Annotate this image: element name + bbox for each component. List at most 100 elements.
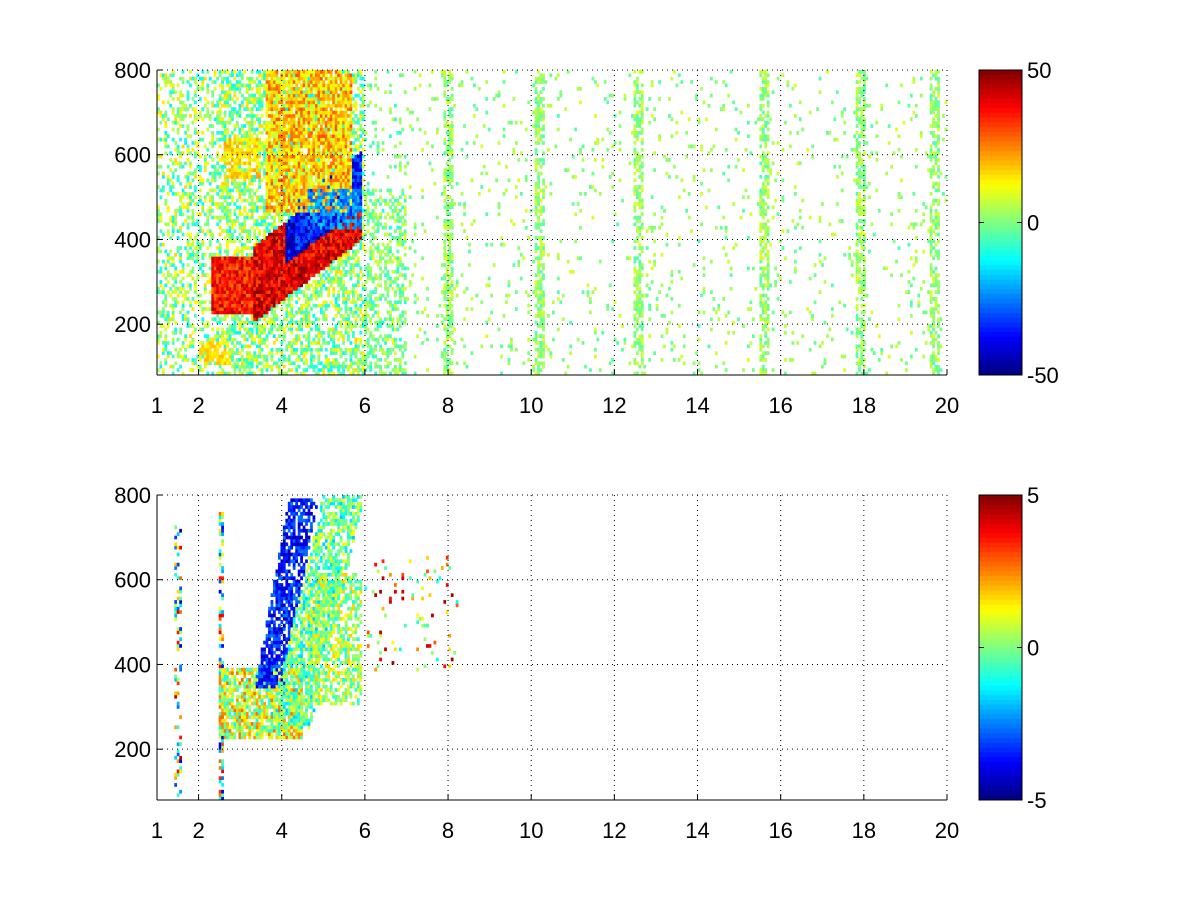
- heatmap-cell: [310, 259, 313, 264]
- heatmap-cell: [245, 131, 249, 135]
- heatmap-cell: [366, 212, 370, 217]
- heatmap-cell: [273, 239, 276, 244]
- heatmap-cell: [216, 222, 220, 227]
- heatmap-cell: [223, 310, 227, 315]
- heatmap-cell: [189, 344, 192, 349]
- heatmap-cell: [231, 70, 234, 74]
- heatmap-cell: [157, 341, 160, 345]
- heatmap-cell: [354, 219, 358, 223]
- heatmap-cell: [347, 134, 350, 139]
- heatmap-cell: [349, 110, 353, 115]
- heatmap-cell: [216, 168, 220, 172]
- heatmap-cell: [270, 358, 274, 362]
- heatmap-cell: [312, 249, 316, 254]
- heatmap-cell: [337, 307, 340, 311]
- heatmap-cell: [292, 151, 296, 156]
- heatmap-cell: [310, 253, 313, 257]
- heatmap-cell: [322, 141, 326, 145]
- heatmap-cell: [240, 364, 244, 369]
- heatmap-cell: [280, 280, 284, 284]
- heatmap-cell: [295, 205, 299, 210]
- heatmap-cell: [211, 175, 215, 179]
- heatmap-cell: [315, 205, 318, 210]
- heatmap-cell: [253, 202, 257, 206]
- heatmap-cell: [280, 290, 284, 294]
- heatmap-cell: [327, 93, 331, 98]
- heatmap-cell: [359, 293, 363, 298]
- heatmap-cell: [250, 202, 254, 206]
- heatmap-cell: [290, 202, 294, 206]
- heatmap-cell: [265, 266, 269, 271]
- heatmap-cell: [361, 320, 365, 325]
- heatmap-cell: [354, 229, 358, 233]
- heatmap-cell: [263, 239, 266, 244]
- heatmap-cell: [270, 320, 274, 325]
- heatmap-cell: [223, 97, 227, 101]
- heatmap-cell: [339, 246, 343, 250]
- heatmap-cell: [297, 158, 301, 162]
- heatmap-cell: [174, 120, 178, 125]
- heatmap-cell: [196, 131, 200, 135]
- heatmap-cell: [226, 151, 229, 156]
- heatmap-cell: [347, 236, 350, 240]
- heatmap-cell: [352, 266, 355, 271]
- heatmap-cell: [258, 351, 261, 355]
- heatmap-cell: [315, 103, 318, 108]
- heatmap-cell: [268, 236, 271, 240]
- heatmap-cell: [203, 195, 207, 200]
- heatmap-cell: [315, 208, 318, 213]
- heatmap-cell: [240, 93, 244, 98]
- heatmap-cell: [347, 293, 350, 298]
- heatmap-cell: [211, 208, 215, 213]
- heatmap-cell: [260, 131, 264, 135]
- heatmap-cell: [337, 83, 340, 88]
- heatmap-cell: [310, 256, 313, 261]
- heatmap-cell: [322, 137, 326, 142]
- heatmap-cell: [285, 310, 289, 315]
- heatmap-cell: [339, 202, 343, 206]
- heatmap-cell: [315, 110, 318, 115]
- heatmap-cell: [268, 127, 271, 132]
- heatmap-cell: [297, 192, 301, 196]
- heatmap-cell: [354, 80, 358, 84]
- heatmap-cell: [174, 303, 178, 308]
- heatmap-cell: [255, 256, 259, 261]
- heatmap-cell: [342, 141, 345, 145]
- heatmap-cell: [223, 205, 227, 210]
- heatmap-cell: [300, 73, 303, 78]
- heatmap-cell: [282, 147, 286, 152]
- heatmap-cell: [216, 117, 220, 122]
- heatmap-cell: [221, 351, 224, 355]
- heatmap-cell: [300, 175, 303, 179]
- heatmap-cell: [337, 151, 340, 156]
- heatmap-cell: [317, 215, 321, 220]
- heatmap-cell: [263, 283, 266, 288]
- heatmap-cell: [300, 290, 303, 294]
- heatmap-cell: [322, 151, 326, 156]
- heatmap-cell: [300, 188, 303, 193]
- heatmap-cell: [213, 297, 217, 301]
- heatmap-cell: [359, 341, 363, 345]
- heatmap-cell: [342, 120, 345, 125]
- heatmap-cell: [258, 293, 261, 298]
- heatmap-cell: [275, 263, 279, 267]
- heatmap-cell: [317, 236, 321, 240]
- heatmap-cell: [240, 273, 244, 278]
- heatmap-cell: [273, 154, 276, 159]
- heatmap-cell: [265, 103, 269, 108]
- heatmap-cell: [344, 327, 348, 332]
- heatmap-cell: [250, 107, 254, 111]
- heatmap-cell: [302, 371, 306, 376]
- heatmap-cell: [302, 347, 306, 352]
- heatmap-cell: [258, 86, 261, 91]
- heatmap-cell: [194, 259, 197, 264]
- heatmap-cell: [255, 114, 259, 118]
- heatmap-cell: [243, 124, 247, 128]
- heatmap-cell: [356, 371, 360, 376]
- heatmap-cell: [324, 236, 328, 240]
- heatmap-cell: [231, 232, 234, 237]
- heatmap-cell: [236, 290, 239, 294]
- heatmap-cell: [226, 212, 229, 217]
- heatmap-cell: [263, 273, 266, 278]
- heatmap-cell: [231, 307, 234, 311]
